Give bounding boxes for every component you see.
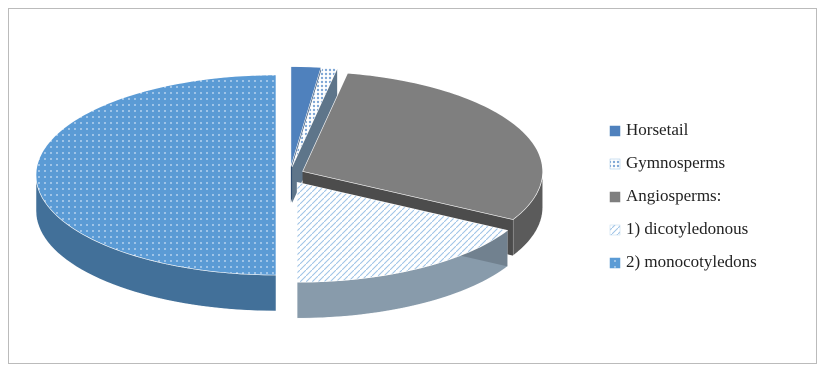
legend-label: Gymnosperms — [626, 153, 725, 172]
legend-swatch — [609, 125, 621, 137]
frame — [8, 8, 817, 364]
legend-label: Horsetail — [626, 120, 689, 139]
slice — [302, 72, 544, 220]
legend-label: 2) monocotyledons — [626, 252, 757, 271]
legend-label: Angiosperms: — [626, 186, 721, 205]
legend-swatch — [609, 257, 621, 269]
slice — [291, 67, 338, 167]
legend-swatch — [609, 191, 621, 203]
legend-swatch — [609, 158, 621, 170]
slice — [35, 74, 277, 276]
legend-label: 1) dicotyledonous — [626, 219, 748, 238]
slice — [290, 66, 322, 167]
legend-swatch — [609, 224, 621, 236]
slice — [296, 181, 509, 283]
